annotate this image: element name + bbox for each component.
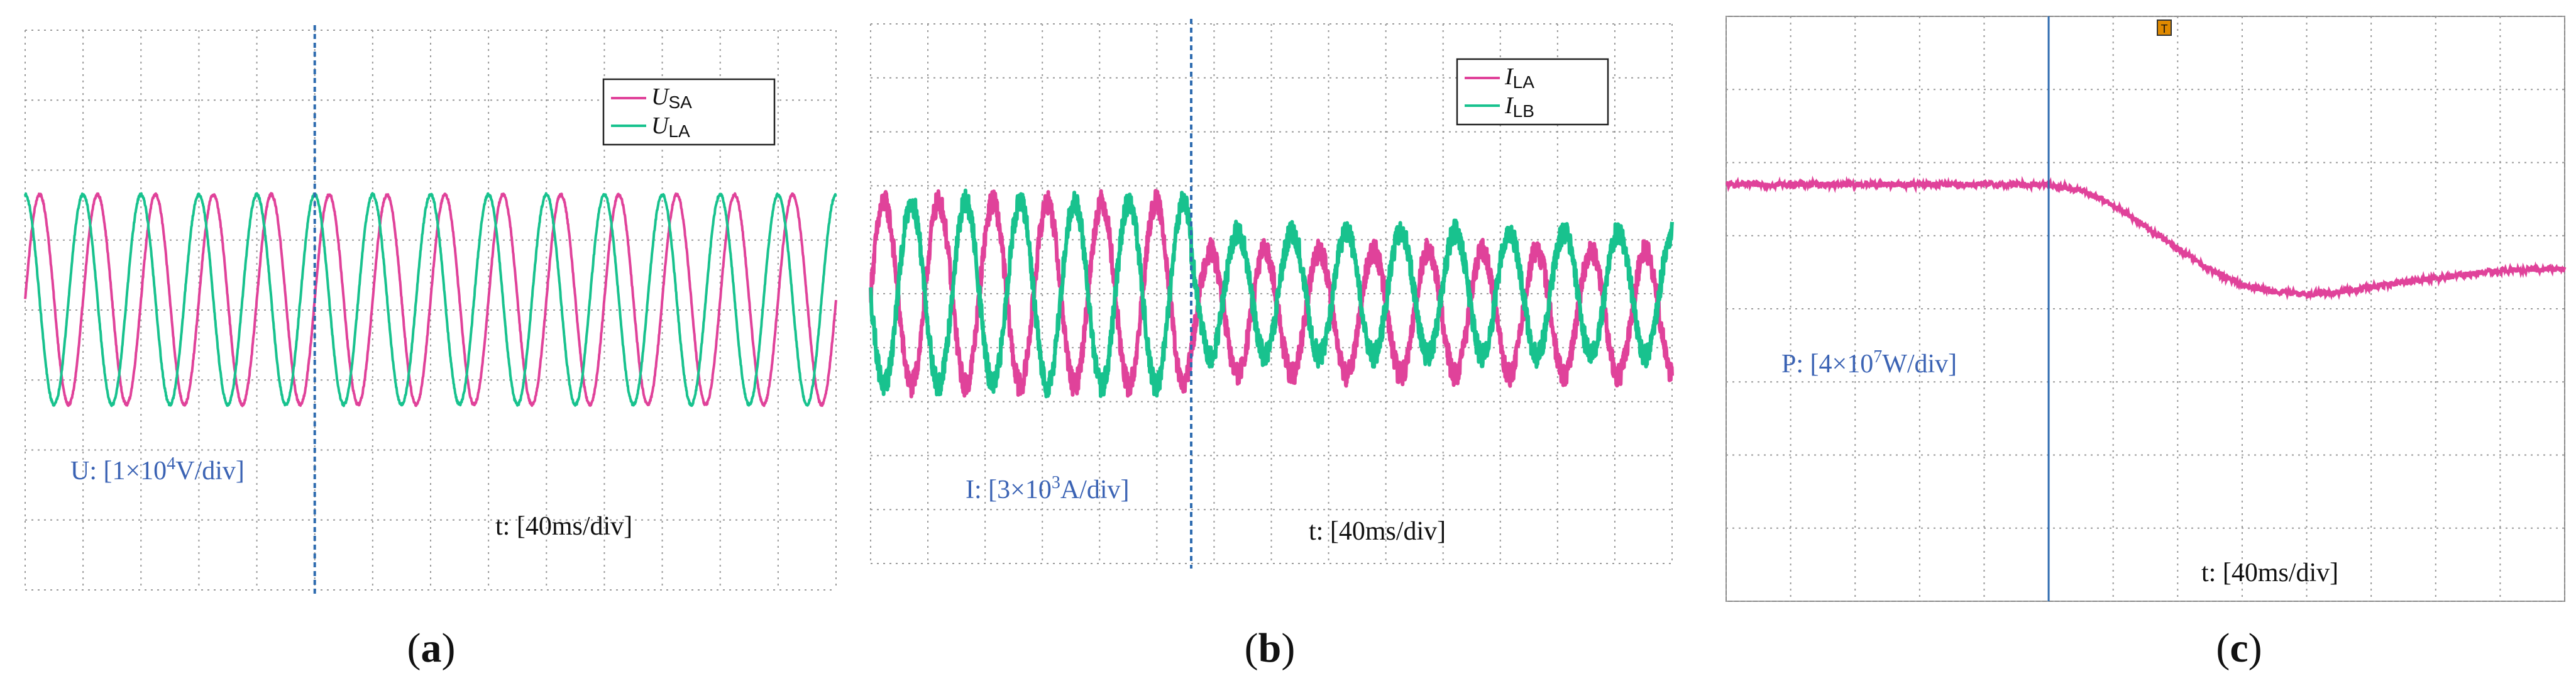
series-trace-i-lb xyxy=(869,188,1674,399)
legend-a: USA ULA xyxy=(602,78,776,146)
legend-label-ula: ULA xyxy=(651,113,690,141)
panel-a: USA ULA U: [1×104V/div] t: [40ms/div] (a… xyxy=(24,25,837,671)
time-label-b: t: [40ms/div] xyxy=(1309,517,1446,546)
legend-b: ILA ILB xyxy=(1456,58,1609,126)
trigger-marker-icon: T xyxy=(2157,19,2172,36)
legend-label-ila: ILA xyxy=(1504,64,1534,92)
panel-b: ILA ILB I: [3×103A/div] t: [40ms/div] (b… xyxy=(869,19,1674,671)
legend-label-usa: USA xyxy=(651,84,692,112)
scale-label-c: P: [4×107W/div] xyxy=(1781,347,1957,379)
traces-a xyxy=(24,192,837,408)
series-trace-u-sa xyxy=(24,192,837,408)
traces-c xyxy=(1725,175,2567,301)
series-trace-u-la xyxy=(24,192,837,408)
traces-b xyxy=(869,188,1674,399)
grid-c xyxy=(1726,16,2565,602)
caption-c: (c) xyxy=(2216,625,2262,671)
legend-label-ilb: ILB xyxy=(1504,92,1534,121)
series-trace-p xyxy=(1725,175,2567,301)
caption-a: (a) xyxy=(407,625,456,671)
scale-label-a: U: [1×104V/div] xyxy=(70,454,245,486)
series-trace-i-la xyxy=(869,189,1674,399)
time-label-a: t: [40ms/div] xyxy=(495,512,632,541)
scale-label-b: I: [3×103A/div] xyxy=(966,473,1129,504)
legend-box xyxy=(602,78,776,146)
legend-box xyxy=(1456,58,1609,126)
panel-c: T P: [4×107W/div] t: [40ms/div] (c) xyxy=(1725,16,2567,671)
time-label-c: t: [40ms/div] xyxy=(2201,558,2338,587)
svg-text:T: T xyxy=(2161,23,2168,35)
caption-b: (b) xyxy=(1245,625,1296,671)
